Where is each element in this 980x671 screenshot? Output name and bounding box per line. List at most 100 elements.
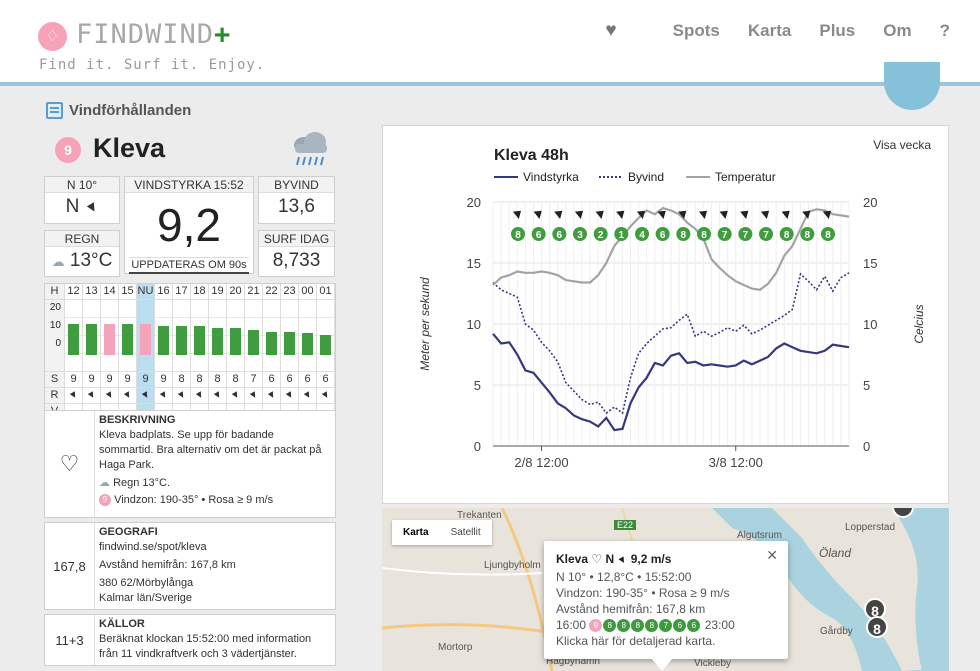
hour-header: H [45,284,65,299]
chart-direction-arrows: 8 6 6 3 2 1 4 6 8 8 7 7 7 8 8 8 [511,210,835,241]
direction-arrow-icon: ▼ [300,388,315,403]
chart-direction-arrow-icon [802,210,811,220]
popup-heart-icon[interactable]: ♡ [591,552,603,566]
sources-box: 11+3 KÄLLOR Beräknat klockan 15:52:00 me… [44,614,336,666]
section-title: Vindförhållanden [46,102,191,119]
popup-strength-dot: 8 [603,619,617,633]
legend-entry: Vindstyrka [523,170,579,184]
direction-label: N 10° [45,177,119,193]
direction-cell: ▼ [65,388,83,403]
hour-bar-column [263,300,281,371]
direction-arrow-icon: ▼ [66,388,81,403]
chart-direction-arrow-icon [822,210,832,220]
chart-direction-arrow-icon [678,210,687,220]
chart-strength-circle [821,227,835,241]
chart-strength-value: 7 [763,230,769,241]
popup-detail-link[interactable]: Klicka här för detaljerad karta. [556,634,716,648]
nav-spots[interactable]: Spots [672,21,720,40]
map-label-trekanten: Trekanten [457,510,502,521]
series-line-vindstyrka [492,333,850,432]
hours-row: H 12 13 14 15 NU 16 17 18 19 20 21 22 23 00 01 [45,284,335,300]
direction-cell: ▼ [137,388,155,403]
bar-scale: 20 10 0 [45,300,65,371]
description-weather-text: Regn 13°C. [113,477,171,489]
map-tab-karta[interactable]: Karta [403,527,429,538]
map-label-ljungbyholm: Ljungbyholm [484,560,541,571]
direction-cell: ▼ [317,388,335,403]
map-info-popup[interactable]: ✕ Kleva ♡ N ▼ 9,2 m/s N 10° • 12,8°C • 1… [544,541,788,659]
show-week-link[interactable]: Visa vecka [873,138,931,152]
hour-bar-column [245,300,263,371]
hour-bar [158,326,169,355]
wind-strength-label: VINDSTYRKA 15:52 [125,177,253,193]
hour-bar [194,326,205,355]
geography-url[interactable]: findwind.se/spot/kleva [99,541,207,553]
chart-strength-value: 8 [701,230,707,241]
description-windzone: 9 Vindzon: 190-35° • Rosa ≥ 9 m/s [99,493,331,508]
direction-cell: ▼ [281,388,299,403]
nav-om[interactable]: Om [883,21,912,40]
sources-title: KÄLLOR [99,618,145,630]
hour-cell: 15 [119,284,137,299]
nav-karta[interactable]: Karta [747,21,792,40]
y2-axis-label: Celcius [912,304,926,343]
legend-entry: Byvind [628,170,664,184]
chart-strength-circle [697,227,711,241]
strength-cell: 6 [263,372,281,387]
wind-strength-cell: VINDSTYRKA 15:52 9,2 UPPDATERAS OM 90s [124,176,254,274]
scale-label: 20 [49,302,61,313]
map-spot-marker[interactable]: 8 [864,598,886,620]
hour-cell: 20 [227,284,245,299]
chart-strength-circle [759,227,773,241]
hour-bar-column [137,300,155,371]
logo-text: FINDWIND [76,19,215,50]
chart-strength-circle [573,227,587,241]
hour-bar [266,332,277,355]
direction-value: N ▼ [45,193,119,221]
map-tab-satellit[interactable]: Satellit [450,527,481,538]
chart-direction-arrow-icon [636,210,646,220]
y2-tick-label: 10 [863,317,877,332]
logo-icon[interactable]: ♢ [38,22,67,51]
series-line-byvind [492,272,850,415]
logo[interactable]: FINDWIND+ [76,19,231,50]
nav-help[interactable]: ? [939,21,950,40]
nav-plus[interactable]: Plus [819,21,856,40]
hour-bar-column [83,300,101,371]
y-axis-label: Meter per sekund [418,277,432,371]
hour-bar-column [299,300,317,371]
popup-strength-dot: 8 [617,619,631,633]
legend-entry: Temperatur [715,170,776,184]
favorites-heart-icon[interactable]: ♥ [605,20,617,41]
chart-direction-arrow-icon [595,210,604,220]
map-spot-marker[interactable]: 8 [866,616,888,638]
close-icon[interactable]: ✕ [766,547,778,563]
chart-strength-value: 8 [784,230,790,241]
chart-strength-value: 7 [743,230,749,241]
description-title: BESKRIVNING [99,414,176,426]
chart-strength-circle [531,227,546,241]
chart-strength-circle [593,227,608,241]
strength-cell: 6 [317,372,335,387]
direction-arrow-icon: ▼ [102,388,117,403]
hour-cell: 17 [173,284,191,299]
map-panel[interactable]: Trekanten E22 Algutsrum Lopperstad Öland… [382,508,949,671]
direction-header: R [45,388,65,403]
chart-direction-arrow-icon [760,210,770,220]
hour-cell: 13 [83,284,101,299]
hour-bar-column [65,300,83,371]
strength-cell: 9 [137,372,155,387]
heart-outline-icon[interactable]: ♡ [59,451,80,476]
chart-strength-value: 6 [536,230,542,241]
direction-arrow-icon: ▼ [81,196,102,218]
weather-value: ☁ 13°C [45,247,119,276]
wind-strength-value: 9,2 [157,199,221,251]
weather-cell: REGN ☁ 13°C [44,230,120,277]
favorite-toggle[interactable]: ♡ [45,411,95,517]
popup-strength-dot: 6 [687,619,701,633]
direction-arrow-icon: ▼ [174,388,189,403]
direction-arrow-icon: ▼ [138,388,153,403]
chart-strength-circle [779,227,794,241]
